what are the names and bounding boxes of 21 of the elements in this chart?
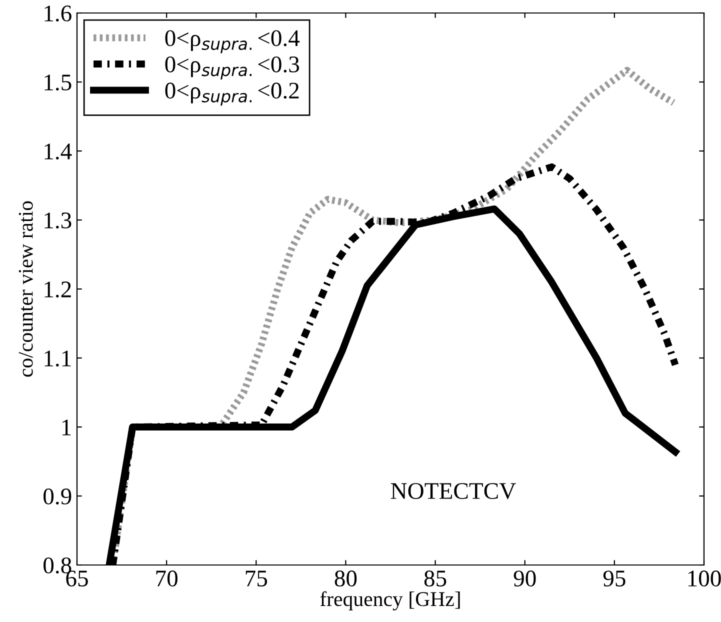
y-tick-label: 1.1 xyxy=(44,350,71,367)
y-tick-label: 1.6 xyxy=(44,6,72,22)
legend-label: 0<ρ$_{supra.}$<0.4 xyxy=(165,30,300,54)
x-axis-title: frequency [GHz] xyxy=(320,591,460,610)
y-tick-label: 1.3 xyxy=(44,212,72,229)
y-tick-label: 1.4 xyxy=(44,144,72,160)
legend-label: 0<ρ$_{supra.}$<0.2 xyxy=(165,82,299,106)
y-tick-label: 1.5 xyxy=(44,74,72,91)
y-tick-label: 0.9 xyxy=(44,488,72,505)
y-tick-label: 1 xyxy=(62,420,71,436)
legend-label: 0<ρ$_{supra.}$<0.3 xyxy=(165,56,300,80)
x-tick-label: 95 xyxy=(603,570,626,586)
x-tick-label: 100 xyxy=(688,570,721,586)
y-axis-title: co/counter view ratio xyxy=(18,201,33,377)
x-tick-label: 90 xyxy=(514,570,536,586)
annotation: NOTECTCV xyxy=(390,483,516,500)
x-tick-label: 70 xyxy=(156,570,178,586)
x-tick-label: 75 xyxy=(246,570,268,586)
x-tick-label: 80 xyxy=(334,570,357,586)
y-tick-label: 1.2 xyxy=(44,282,71,298)
x-tick-label: 85 xyxy=(424,570,446,586)
